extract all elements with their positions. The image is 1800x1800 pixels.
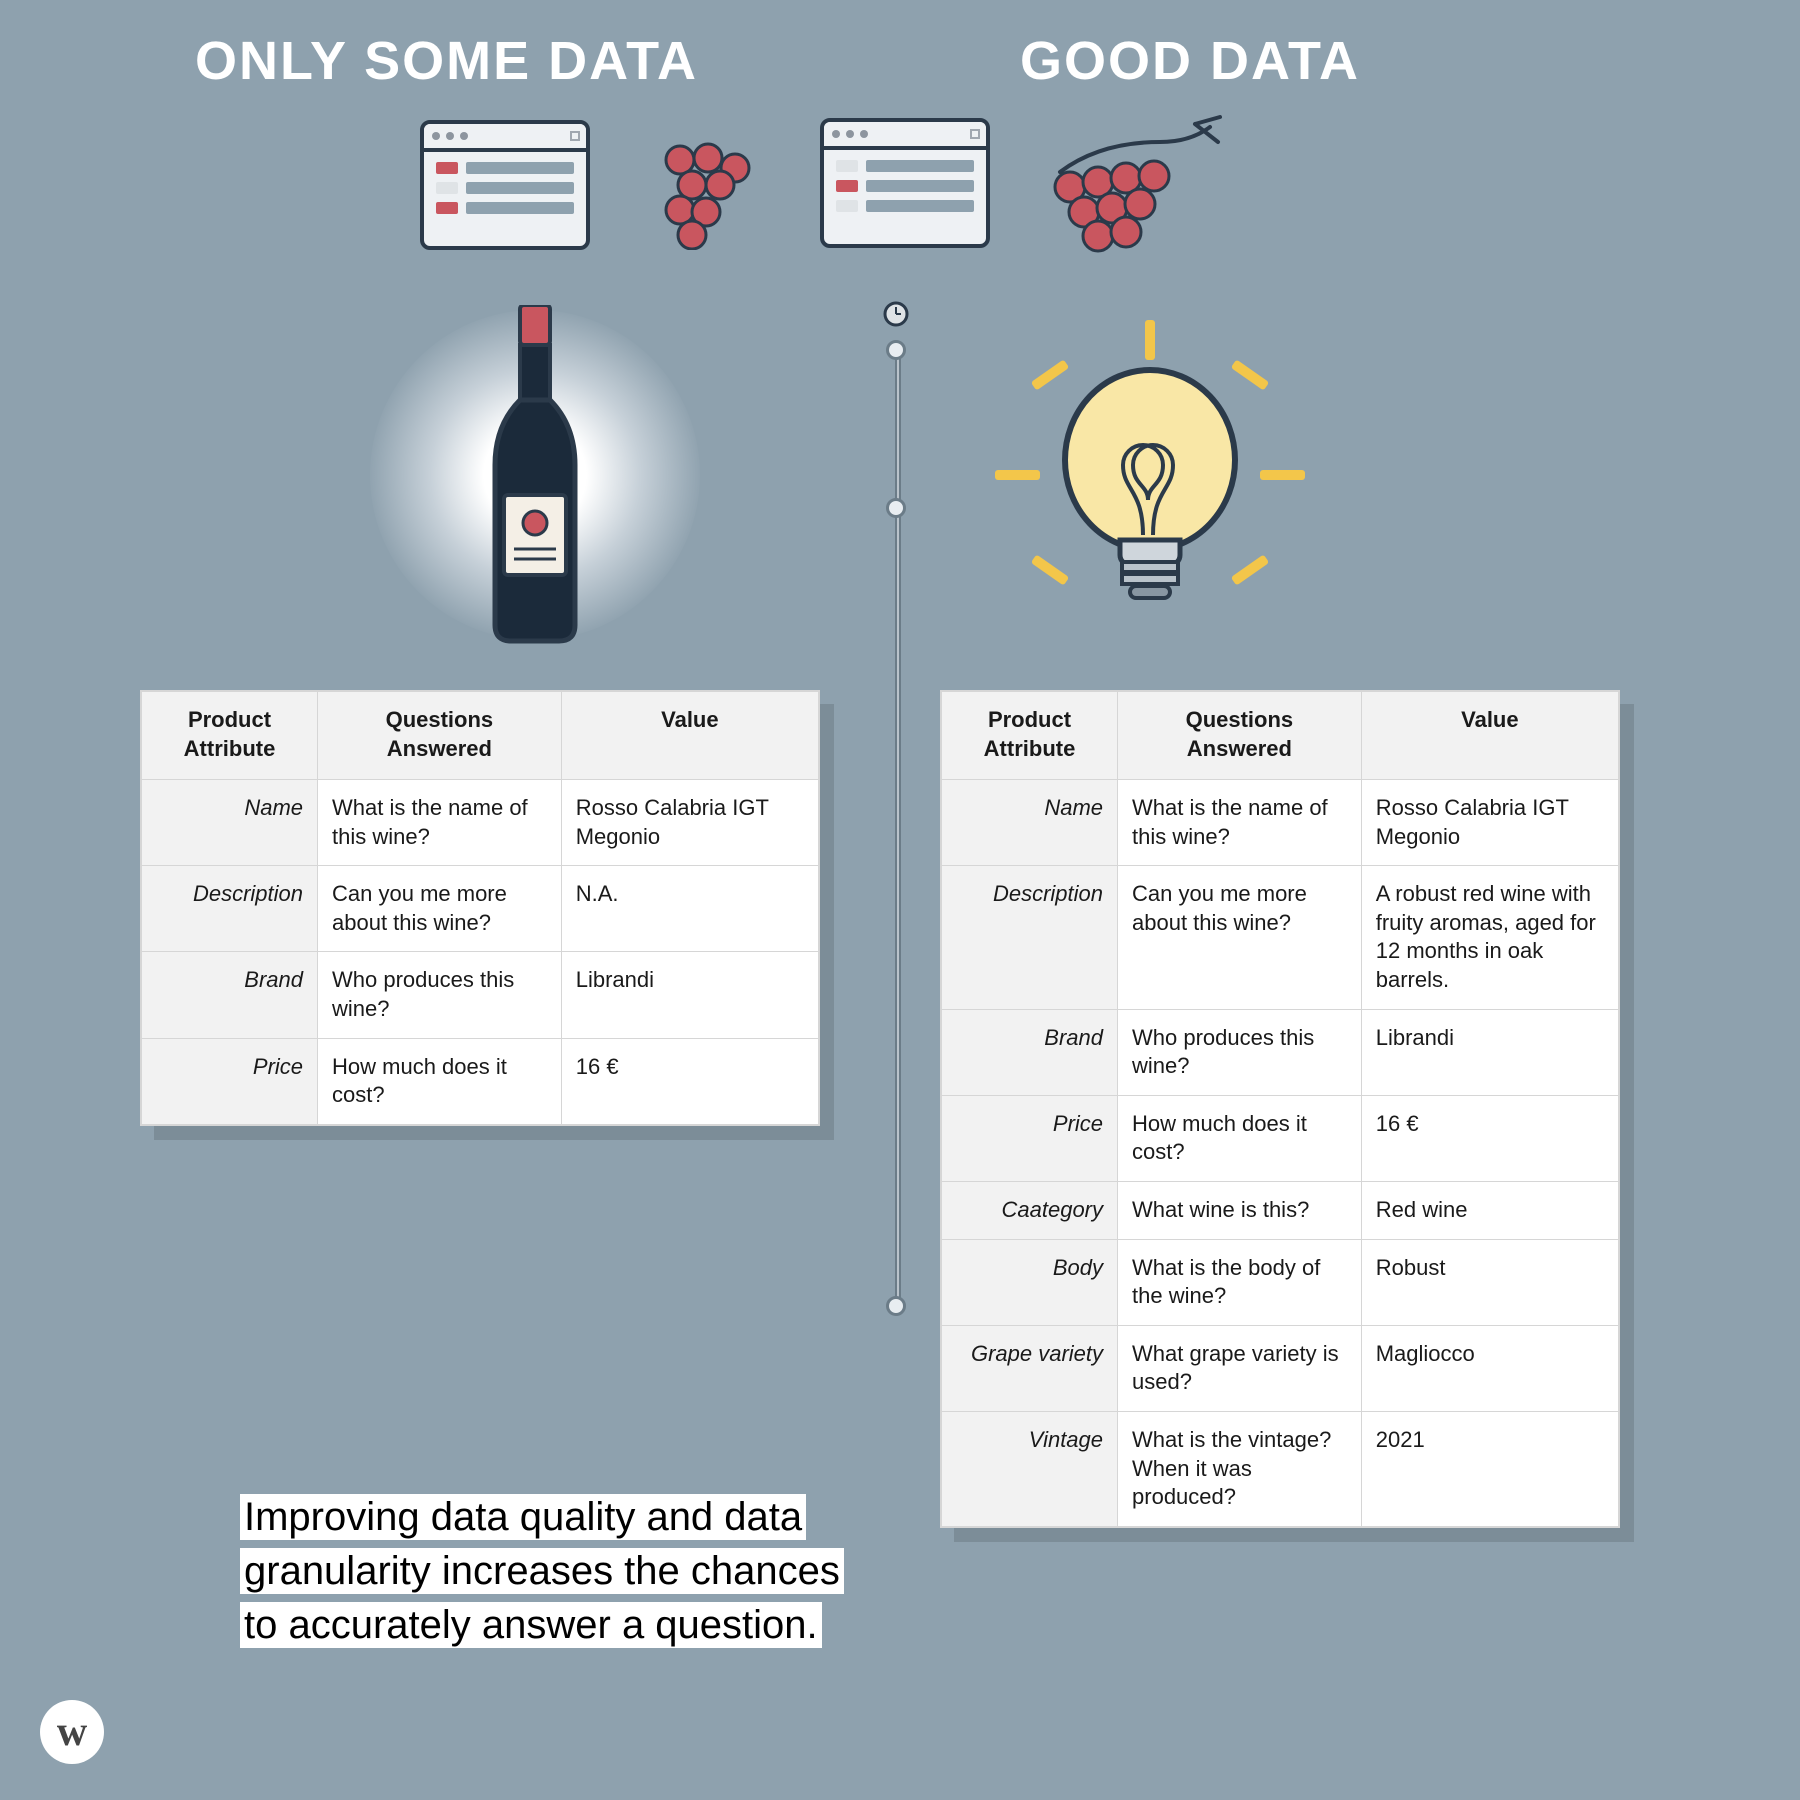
grapes-icon [640, 130, 760, 250]
table-row: BodyWhat is the body of the wine?Robust [942, 1239, 1619, 1325]
cell-value: Rosso Calabria IGT Megonio [1361, 780, 1618, 866]
cell-value: Rosso Calabria IGT Megonio [561, 780, 818, 866]
cell-question: Can you me more about this wine? [318, 866, 562, 952]
cell-question: Can you me more about this wine? [1118, 866, 1362, 1009]
connector-node-icon [886, 498, 906, 518]
browser-window-icon [820, 118, 990, 248]
cell-attribute: Name [142, 780, 318, 866]
table-row: PriceHow much does it cost?16 € [942, 1095, 1619, 1181]
footer-logo-icon: w [40, 1700, 104, 1764]
table-row: DescriptionCan you me more about this wi… [942, 866, 1619, 1009]
cell-attribute: Body [942, 1239, 1118, 1325]
cell-question: Who produces this wine? [318, 952, 562, 1038]
caption-text: Improving data quality and data granular… [240, 1490, 860, 1652]
cell-attribute: Price [142, 1038, 318, 1124]
cell-attribute: Price [942, 1095, 1118, 1181]
cell-question: What grape variety is used? [1118, 1325, 1362, 1411]
grapes-stem-icon [1040, 112, 1230, 262]
table-row: NameWhat is the name of this wine?Rosso … [942, 780, 1619, 866]
cell-attribute: Caategory [942, 1181, 1118, 1239]
table-row: DescriptionCan you me more about this wi… [142, 866, 819, 952]
cell-attribute: Brand [142, 952, 318, 1038]
cell-value: 16 € [1361, 1095, 1618, 1181]
table-row: Grape varietyWhat grape variety is used?… [942, 1325, 1619, 1411]
cell-question: What wine is this? [1118, 1181, 1362, 1239]
cell-attribute: Description [142, 866, 318, 952]
cell-value: Red wine [1361, 1181, 1618, 1239]
col-header: Value [561, 692, 818, 780]
cell-value: 16 € [561, 1038, 818, 1124]
cell-value: 2021 [1361, 1411, 1618, 1526]
cell-attribute: Name [942, 780, 1118, 866]
wine-bottle-icon [370, 310, 700, 640]
table-row: NameWhat is the name of this wine?Rosso … [142, 780, 819, 866]
cell-question: What is the name of this wine? [318, 780, 562, 866]
heading-left: ONLY SOME DATA [195, 30, 698, 92]
col-header: Product Attribute [142, 692, 318, 780]
table-row: BrandWho produces this wine?Librandi [142, 952, 819, 1038]
cell-attribute: Vintage [942, 1411, 1118, 1526]
table-good-data: Product Attribute Questions Answered Val… [940, 690, 1620, 1528]
col-header: Questions Answered [318, 692, 562, 780]
table-row: CaategoryWhat wine is this?Red wine [942, 1181, 1619, 1239]
cell-value: A robust red wine with fruity aromas, ag… [1361, 866, 1618, 1009]
col-header: Product Attribute [942, 692, 1118, 780]
cell-attribute: Grape variety [942, 1325, 1118, 1411]
cell-attribute: Brand [942, 1009, 1118, 1095]
cell-question: What is the vintage? When it was produce… [1118, 1411, 1362, 1526]
table-row: VintageWhat is the vintage? When it was … [942, 1411, 1619, 1526]
connector-node-icon [886, 1296, 906, 1316]
cell-question: What is the body of the wine? [1118, 1239, 1362, 1325]
cell-value: Librandi [561, 952, 818, 1038]
cell-value: Librandi [1361, 1009, 1618, 1095]
connector-node-icon [886, 340, 906, 360]
cell-question: Who produces this wine? [1118, 1009, 1362, 1095]
cell-value: N.A. [561, 866, 818, 952]
col-header: Value [1361, 692, 1618, 780]
footer-logo-letter: w [57, 1708, 87, 1756]
table-row: BrandWho produces this wine?Librandi [942, 1009, 1619, 1095]
cell-question: How much does it cost? [1118, 1095, 1362, 1181]
cell-question: What is the name of this wine? [1118, 780, 1362, 866]
cell-value: Robust [1361, 1239, 1618, 1325]
connector-line [895, 350, 901, 1310]
table-row: PriceHow much does it cost?16 € [142, 1038, 819, 1124]
cell-attribute: Description [942, 866, 1118, 1009]
heading-right: GOOD DATA [1020, 30, 1360, 92]
cell-question: How much does it cost? [318, 1038, 562, 1124]
cell-value: Magliocco [1361, 1325, 1618, 1411]
lightbulb-icon [1000, 330, 1300, 630]
browser-window-icon [420, 120, 590, 250]
table-only-some-data: Product Attribute Questions Answered Val… [140, 690, 820, 1126]
col-header: Questions Answered [1118, 692, 1362, 780]
clock-icon [882, 300, 910, 328]
